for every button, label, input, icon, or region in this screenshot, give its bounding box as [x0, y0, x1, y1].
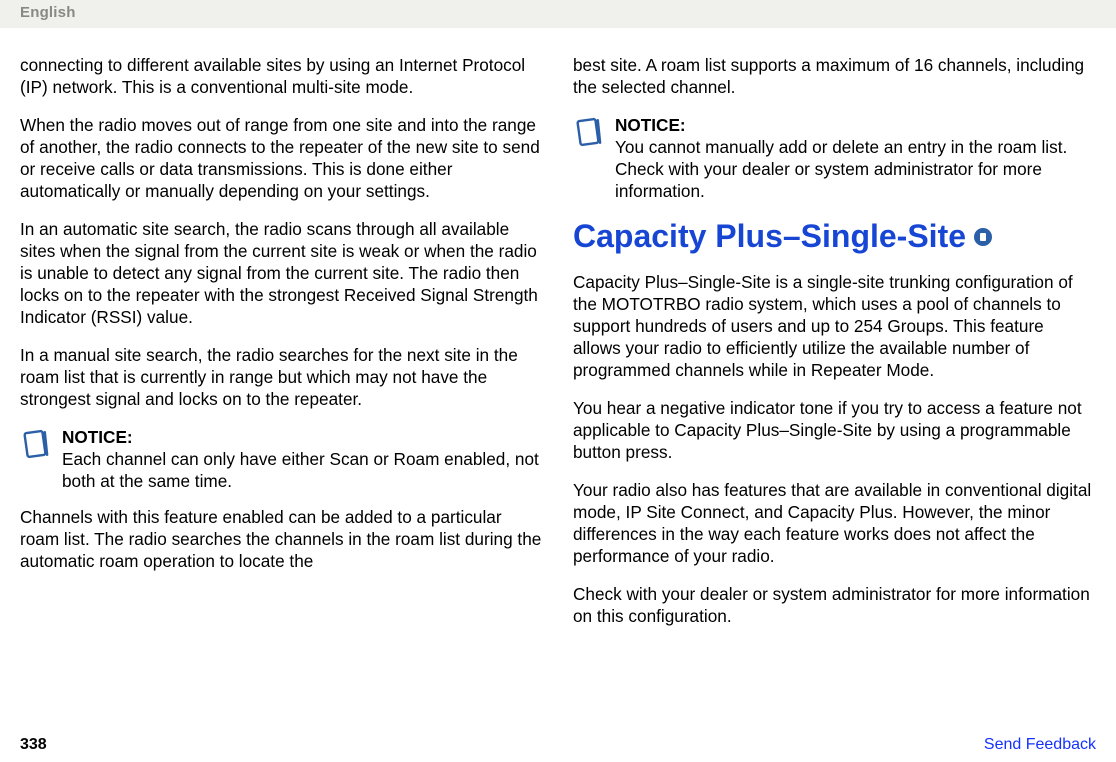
para: Channels with this feature enabled can b… [20, 506, 543, 572]
para: When the radio moves out of range from o… [20, 114, 543, 202]
para: best site. A roam list supports a maximu… [573, 54, 1096, 98]
column-left: connecting to different available sites … [20, 54, 543, 643]
para: In an automatic site search, the radio s… [20, 218, 543, 328]
para: Capacity Plus–Single-Site is a single-si… [573, 271, 1096, 381]
para: connecting to different available sites … [20, 54, 543, 98]
notice-icon [20, 428, 54, 462]
notice-text: NOTICE: You cannot manually add or delet… [615, 114, 1096, 202]
column-right: best site. A roam list supports a maximu… [573, 54, 1096, 643]
para: In a manual site search, the radio searc… [20, 344, 543, 410]
notice-block: NOTICE: You cannot manually add or delet… [573, 114, 1096, 202]
notice-text: NOTICE: Each channel can only have eithe… [62, 426, 543, 492]
header-bar: English [0, 0, 1116, 28]
notice-block: NOTICE: Each channel can only have eithe… [20, 426, 543, 492]
notice-label: NOTICE: [62, 427, 133, 447]
heading-text: Capacity Plus–Single-Site [573, 216, 966, 257]
notice-body: You cannot manually add or delete an ent… [615, 137, 1067, 201]
para: Your radio also has features that are av… [573, 479, 1096, 567]
notice-icon [573, 116, 607, 150]
footer: 338 Send Feedback [0, 736, 1116, 754]
page-number: 338 [20, 736, 47, 754]
radio-icon [974, 228, 992, 246]
para: You hear a negative indicator tone if yo… [573, 397, 1096, 463]
heading-capacity-plus: Capacity Plus–Single-Site [573, 216, 1096, 257]
notice-label: NOTICE: [615, 115, 686, 135]
send-feedback-link[interactable]: Send Feedback [984, 736, 1096, 754]
header-language-label: English [20, 4, 76, 21]
page-body: connecting to different available sites … [0, 28, 1116, 643]
para: Check with your dealer or system adminis… [573, 583, 1096, 627]
notice-body: Each channel can only have either Scan o… [62, 449, 539, 491]
